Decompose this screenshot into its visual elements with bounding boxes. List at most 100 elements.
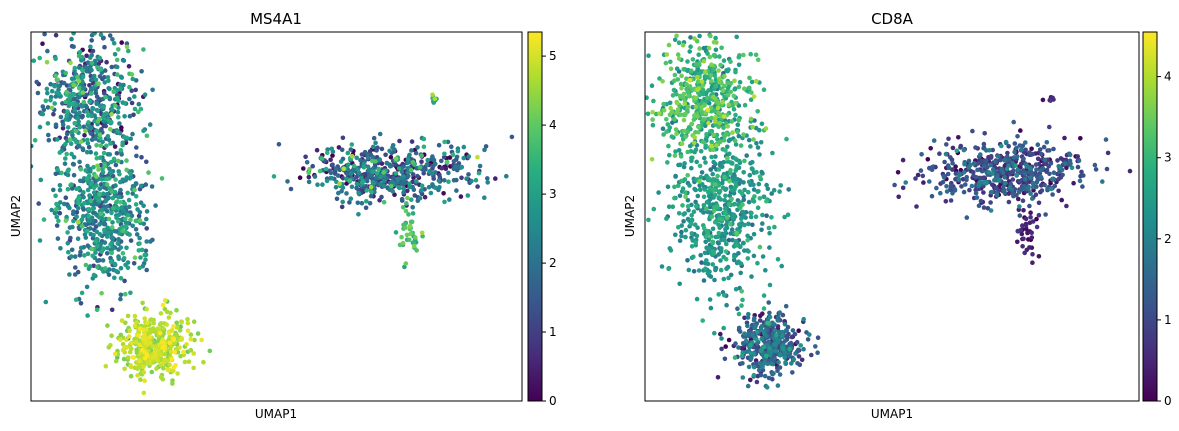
scatter-point <box>718 258 723 263</box>
scatter-point <box>381 199 387 205</box>
scatter-point <box>390 189 396 194</box>
scatter-point <box>94 174 99 179</box>
scatter-point <box>674 33 679 39</box>
scatter-point <box>109 64 115 70</box>
scatter-point <box>381 178 387 184</box>
scatter-point <box>739 289 744 294</box>
scatter-point <box>1006 191 1012 196</box>
scatter-point <box>767 230 772 236</box>
scatter-point <box>89 180 94 186</box>
scatter-point <box>708 72 714 78</box>
scatter-point <box>15 87 20 92</box>
scatter-point <box>785 212 791 218</box>
scatter-point <box>946 136 951 142</box>
scatter-point <box>45 90 50 96</box>
scatter-point <box>111 205 116 211</box>
scatter-point <box>700 318 705 323</box>
scatter-point <box>509 134 515 140</box>
scatter-point <box>769 215 774 220</box>
scatter-point <box>1044 140 1050 145</box>
scatter-point <box>1050 176 1055 182</box>
scatter-point <box>115 158 121 164</box>
scatter-point <box>766 225 772 231</box>
scatter-point <box>374 171 380 176</box>
scatter-point <box>721 325 726 331</box>
scatter-point <box>43 299 49 305</box>
scatter-point <box>709 62 714 67</box>
scatter-point <box>685 173 690 178</box>
scatter-point <box>414 179 419 184</box>
scatter-point <box>97 192 102 197</box>
scatter-point <box>421 171 427 176</box>
scatter-point <box>685 59 690 64</box>
scatter-point <box>749 210 754 216</box>
scatter-point <box>109 159 114 165</box>
scatter-point <box>91 210 96 215</box>
scatter-point <box>681 95 686 101</box>
scatter-point <box>1036 212 1042 218</box>
scatter-point <box>1027 203 1032 209</box>
scatter-point <box>950 161 955 166</box>
scatter-point <box>78 249 83 255</box>
scatter-point <box>719 217 725 222</box>
scatter-point <box>712 219 718 225</box>
scatter-point <box>126 48 131 54</box>
scatter-point <box>184 342 189 347</box>
scatter-point <box>1022 171 1028 176</box>
scatter-point <box>737 178 743 183</box>
scatter-point <box>718 62 723 68</box>
scatter-point <box>91 263 96 269</box>
scatter-point <box>722 209 728 215</box>
scatter-point <box>110 108 115 113</box>
scatter-point <box>683 190 688 195</box>
scatter-point <box>124 135 130 141</box>
scatter-point <box>132 255 138 260</box>
scatter-point <box>981 190 986 195</box>
scatter-point <box>330 153 335 158</box>
scatter-point <box>744 349 750 355</box>
scatter-point <box>711 132 716 138</box>
scatter-point <box>101 221 107 227</box>
scatter-point <box>937 151 942 156</box>
scatter-point <box>968 162 973 168</box>
scatter-point <box>167 340 173 346</box>
scatter-point <box>124 337 129 343</box>
scatter-point <box>54 90 59 96</box>
scatter-point <box>171 337 177 343</box>
scatter-point <box>726 337 732 343</box>
scatter-point <box>504 173 509 179</box>
scatter-point <box>793 351 798 356</box>
scatter-point <box>41 107 47 113</box>
scatter-point <box>346 162 351 167</box>
scatter-point <box>483 144 489 149</box>
scatter-point <box>57 187 63 193</box>
scatter-point <box>678 178 684 184</box>
scatter-point <box>710 171 715 177</box>
scatter-point <box>689 213 694 218</box>
scatter-point <box>44 86 50 92</box>
scatter-point <box>779 263 784 269</box>
scatter-point <box>324 178 330 184</box>
scatter-point <box>1017 213 1023 218</box>
scatter-point <box>686 93 691 99</box>
colorbar-tick-label: 3 <box>549 187 557 201</box>
scatter-point <box>58 246 63 251</box>
scatter-point <box>137 265 142 271</box>
scatter-point <box>757 152 762 157</box>
scatter-point <box>53 32 59 38</box>
scatter-point <box>748 214 754 220</box>
scatter-point <box>677 193 683 199</box>
scatter-point <box>140 347 145 353</box>
scatter-point <box>722 238 727 243</box>
scatter-point <box>49 105 55 111</box>
scatter-point <box>716 230 722 236</box>
scatter-point <box>1019 147 1024 152</box>
scatter-point <box>138 255 143 260</box>
scatter-point <box>691 209 697 214</box>
scatter-point <box>728 160 733 165</box>
scatter-point <box>700 83 706 89</box>
scatter-point <box>740 361 745 366</box>
scatter-point <box>745 383 751 389</box>
scatter-point <box>144 216 149 222</box>
scatter-point <box>1034 224 1040 230</box>
